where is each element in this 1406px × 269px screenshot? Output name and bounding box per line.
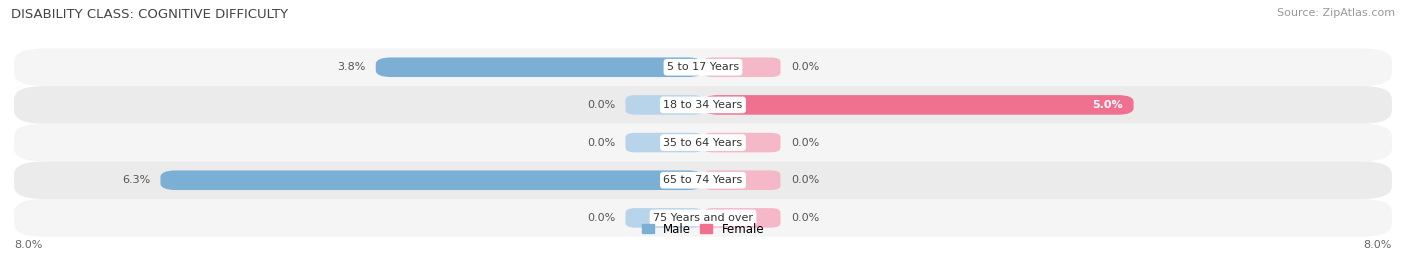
- Text: 0.0%: 0.0%: [586, 100, 616, 110]
- Text: 65 to 74 Years: 65 to 74 Years: [664, 175, 742, 185]
- FancyBboxPatch shape: [14, 48, 1392, 86]
- FancyBboxPatch shape: [703, 208, 780, 228]
- FancyBboxPatch shape: [703, 171, 780, 190]
- Text: 0.0%: 0.0%: [586, 137, 616, 148]
- Text: 6.3%: 6.3%: [122, 175, 150, 185]
- Text: 75 Years and over: 75 Years and over: [652, 213, 754, 223]
- FancyBboxPatch shape: [626, 208, 703, 228]
- Text: 35 to 64 Years: 35 to 64 Years: [664, 137, 742, 148]
- Text: 0.0%: 0.0%: [790, 175, 820, 185]
- Text: 0.0%: 0.0%: [586, 213, 616, 223]
- Text: 0.0%: 0.0%: [790, 62, 820, 72]
- Text: 18 to 34 Years: 18 to 34 Years: [664, 100, 742, 110]
- Text: 8.0%: 8.0%: [14, 240, 42, 250]
- Text: 5.0%: 5.0%: [1092, 100, 1123, 110]
- FancyBboxPatch shape: [14, 199, 1392, 237]
- FancyBboxPatch shape: [14, 161, 1392, 199]
- FancyBboxPatch shape: [14, 124, 1392, 161]
- Text: Source: ZipAtlas.com: Source: ZipAtlas.com: [1277, 8, 1395, 18]
- FancyBboxPatch shape: [14, 86, 1392, 124]
- FancyBboxPatch shape: [703, 95, 1133, 115]
- FancyBboxPatch shape: [703, 58, 780, 77]
- FancyBboxPatch shape: [160, 171, 703, 190]
- FancyBboxPatch shape: [375, 58, 703, 77]
- Text: 0.0%: 0.0%: [790, 137, 820, 148]
- Text: DISABILITY CLASS: COGNITIVE DIFFICULTY: DISABILITY CLASS: COGNITIVE DIFFICULTY: [11, 8, 288, 21]
- FancyBboxPatch shape: [626, 95, 703, 115]
- FancyBboxPatch shape: [626, 133, 703, 152]
- Text: 3.8%: 3.8%: [337, 62, 366, 72]
- Text: 8.0%: 8.0%: [1364, 240, 1392, 250]
- FancyBboxPatch shape: [703, 133, 780, 152]
- Text: 0.0%: 0.0%: [790, 213, 820, 223]
- Legend: Male, Female: Male, Female: [637, 218, 769, 240]
- Text: 5 to 17 Years: 5 to 17 Years: [666, 62, 740, 72]
